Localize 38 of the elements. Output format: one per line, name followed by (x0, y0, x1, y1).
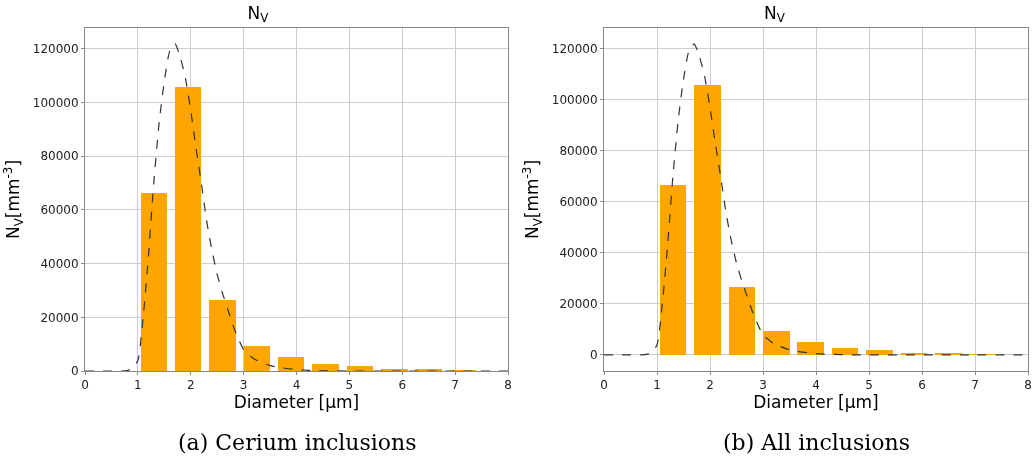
x-tick-label: 7 (971, 378, 979, 393)
x-tick-label: 2 (186, 378, 195, 393)
y-tick-label: 60000 (40, 203, 79, 218)
x-tick-label: 3 (759, 378, 767, 393)
y-tick-label: 100000 (32, 95, 79, 110)
chart-title: N$_{V}$ (247, 2, 270, 26)
y-tick-label: 0 (70, 364, 79, 379)
x-tick-label: 7 (451, 378, 459, 393)
x-tick-label: 5 (345, 378, 354, 393)
x-axis-title: Diameter [µm] (233, 392, 360, 413)
chart-title: N$_{V}$ (764, 2, 786, 26)
x-tick-label: 0 (81, 378, 89, 393)
y-tick-label: 120000 (32, 42, 79, 57)
x-tick-label: 1 (134, 378, 142, 393)
x-tick-label: 8 (504, 378, 512, 393)
x-tick-label: 6 (918, 378, 926, 393)
y-tick-label: 100000 (551, 93, 598, 108)
x-tick-label: 5 (865, 378, 873, 393)
x-tick-label: 8 (1024, 378, 1032, 393)
y-tick-label: 40000 (40, 256, 79, 271)
x-axis-title: Diameter [µm] (753, 392, 879, 413)
x-tick-label: 4 (812, 378, 820, 393)
text: (a) Cerium inclusions (178, 430, 417, 455)
y-tick-label: 80000 (559, 144, 598, 159)
y-tick-label: 80000 (40, 149, 79, 164)
x-tick-label: 0 (600, 378, 608, 393)
x-tick-label: 2 (706, 378, 714, 393)
x-tick-label: 6 (398, 378, 407, 393)
x-tick-label: 3 (239, 378, 248, 393)
y-tick-label: 0 (589, 348, 598, 363)
y-tick-label: 20000 (40, 310, 79, 325)
x-tick-label: 4 (292, 378, 301, 393)
y-tick-label: 120000 (551, 42, 598, 57)
y-tick-label: 60000 (559, 195, 598, 210)
x-tick-label: 1 (653, 378, 661, 393)
y-tick-label: 40000 (559, 246, 598, 261)
text: (b) All inclusions (723, 430, 910, 455)
y-tick-label: 20000 (559, 297, 598, 312)
